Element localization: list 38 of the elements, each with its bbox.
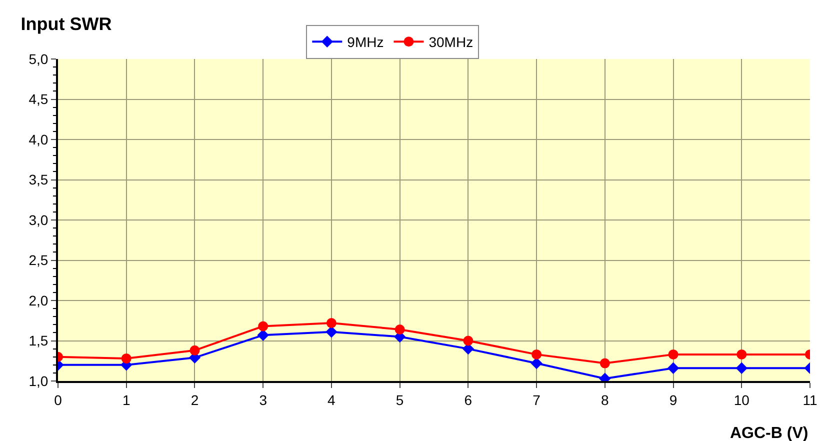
y-tick-label: 4,0	[28, 131, 48, 148]
x-tick-label: 9	[669, 392, 678, 408]
x-tick-label: 10	[734, 392, 750, 408]
chart-title: Input SWR	[20, 14, 112, 34]
y-tick-label: 3,5	[28, 172, 48, 188]
point	[532, 349, 542, 360]
x-tick-label: 3	[259, 392, 268, 408]
x-tick-label: 2	[190, 392, 199, 408]
point	[463, 336, 474, 346]
y-tick-label: 5,0	[28, 50, 48, 67]
x-axis-title: AGC-B (V)	[730, 425, 808, 441]
point	[121, 353, 132, 364]
x-tick-label: 0	[54, 392, 62, 408]
x-tick-label: 4	[328, 392, 336, 408]
y-tick-label: 2,5	[28, 252, 48, 268]
x-tick-label: 1	[122, 392, 130, 408]
y-tick-label: 1,0	[28, 372, 48, 389]
x-tick-label: 5	[396, 392, 404, 408]
y-tick-label: 2,0	[28, 292, 48, 308]
point	[326, 326, 338, 338]
point	[258, 321, 268, 332]
point	[736, 362, 748, 374]
point	[326, 318, 336, 328]
legend-label: 9MHz	[347, 34, 384, 50]
y-tick-label: 3,0	[28, 212, 48, 228]
point	[668, 349, 678, 360]
point	[736, 349, 747, 360]
point	[600, 358, 610, 368]
point	[667, 362, 680, 374]
x-tick-label: 11	[802, 392, 818, 408]
x-tick-label: 7	[532, 392, 541, 408]
point	[190, 345, 200, 356]
x-tick-label: 8	[601, 392, 610, 408]
legend-label: 30MHz	[428, 34, 474, 50]
y-tick-label: 1,5	[28, 332, 48, 349]
x-tick-label: 6	[464, 392, 472, 408]
point	[394, 324, 405, 334]
y-tick-label: 4,5	[28, 91, 48, 108]
